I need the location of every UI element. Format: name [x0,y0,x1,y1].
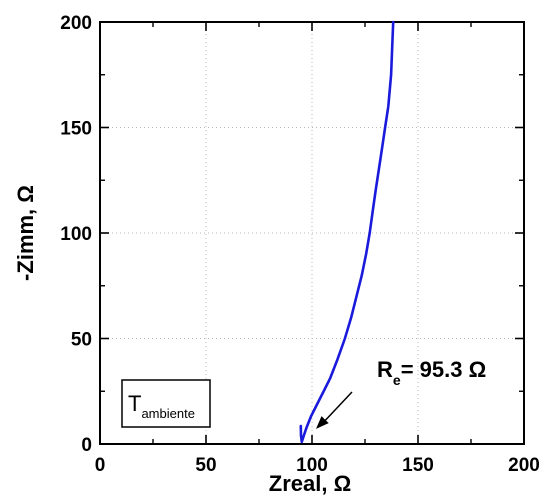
axis-ticks [99,21,525,445]
y-axis-title: -Zimm, Ω [13,185,38,281]
grid-lines [100,22,524,444]
temperature-label-main: T [128,391,141,416]
x-tick-label: 200 [508,455,540,476]
x-tick-label: 150 [402,455,434,476]
temperature-label-box [121,379,211,428]
x-tick-label: 100 [296,455,328,476]
tick-labels: 0 50 100 150 200 0 50 100 150 200 [60,13,540,476]
annotation-arrow [321,391,353,425]
temperature-label-subscript: ambiente [141,406,194,421]
y-tick-label: 150 [60,119,92,140]
y-tick-label: 0 [81,435,92,456]
annotation-arrowhead [316,416,329,429]
y-tick-label: 200 [60,13,92,34]
x-tick-label: 50 [195,455,216,476]
x-tick-label: 0 [95,455,106,476]
series-line [299,20,395,444]
temperature-label: Tambiente [128,391,195,421]
x-axis-title: Zreal, Ω [269,471,351,495]
re-annotation-main: R [377,357,393,382]
y-tick-label: 50 [71,330,92,351]
re-annotation: Re= 95.3 Ω [377,357,486,388]
re-annotation-subscript: e [393,372,401,388]
y-tick-label: 100 [60,224,92,245]
re-annotation-value: = 95.3 Ω [401,357,487,382]
